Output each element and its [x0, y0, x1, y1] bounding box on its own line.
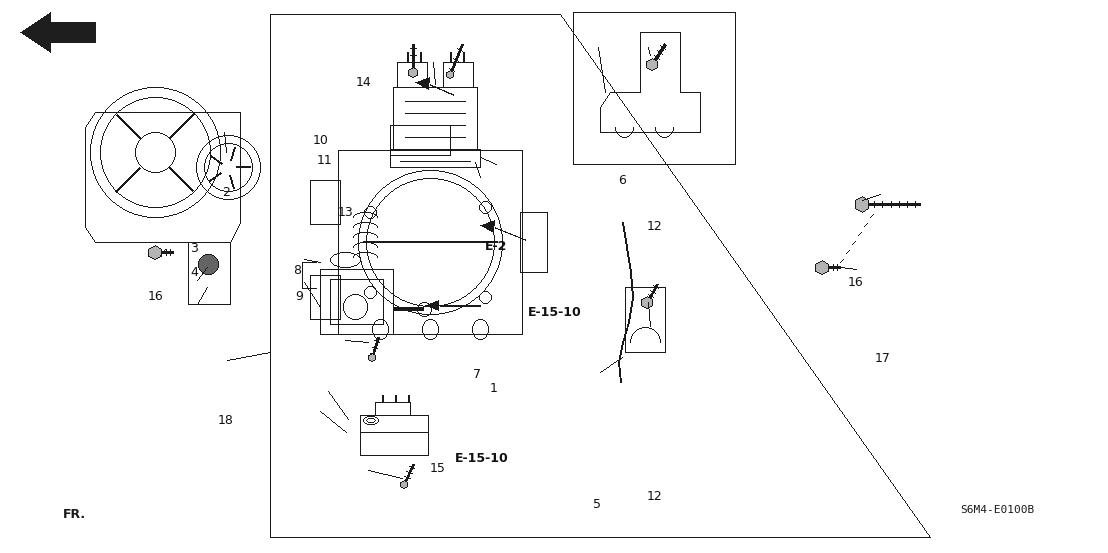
- Text: E-15-10: E-15-10: [455, 451, 509, 465]
- Text: S6M4-E0100B: S6M4-E0100B: [960, 505, 1034, 515]
- Text: 8: 8: [293, 263, 301, 276]
- Text: 6: 6: [618, 174, 626, 186]
- Text: 2: 2: [222, 185, 229, 199]
- Text: 1: 1: [490, 382, 497, 394]
- Text: 12: 12: [647, 220, 663, 232]
- Text: 16: 16: [148, 290, 164, 304]
- Text: 4: 4: [189, 265, 198, 279]
- Text: 18: 18: [218, 414, 234, 426]
- Text: 10: 10: [312, 134, 329, 148]
- Text: 17: 17: [875, 352, 891, 364]
- Text: 3: 3: [189, 242, 198, 254]
- Text: 16: 16: [848, 276, 864, 290]
- Text: 5: 5: [593, 498, 601, 512]
- Text: E-2: E-2: [485, 241, 507, 253]
- Text: 13: 13: [338, 206, 353, 218]
- Text: FR.: FR.: [63, 509, 86, 521]
- Text: 9: 9: [295, 290, 302, 302]
- Text: E-15-10: E-15-10: [529, 306, 582, 320]
- Text: 7: 7: [473, 368, 481, 382]
- Text: 12: 12: [647, 491, 663, 503]
- Text: 15: 15: [430, 462, 445, 474]
- Text: 11: 11: [317, 154, 332, 168]
- Text: 14: 14: [356, 76, 372, 88]
